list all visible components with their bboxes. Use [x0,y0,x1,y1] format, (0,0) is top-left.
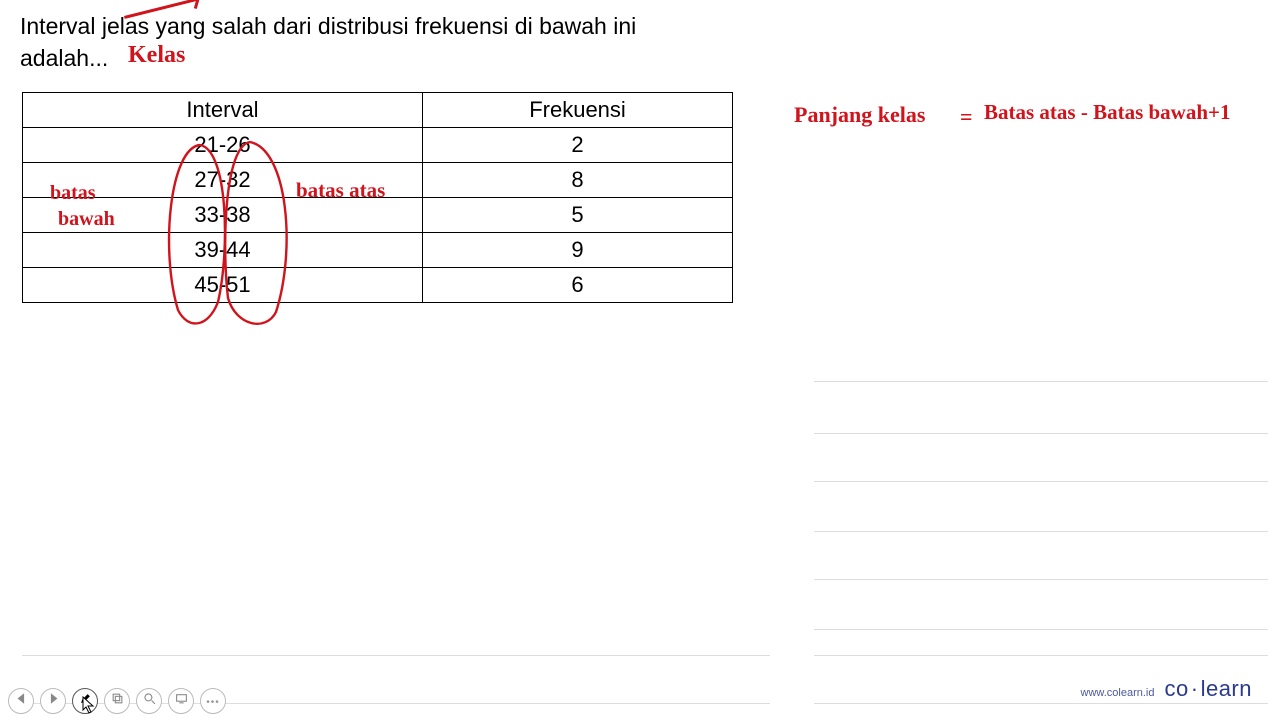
table-row: 27-328 [23,163,733,198]
screen-icon [175,692,188,710]
copy-button[interactable] [104,688,130,714]
zoom-button[interactable] [136,688,162,714]
table-row: 45-516 [23,268,733,303]
screen-button[interactable] [168,688,194,714]
cell-freq: 9 [423,233,733,268]
brand-url: www.colearn.id [1081,687,1155,699]
copy-icon [111,692,124,710]
rule-line [814,381,1268,382]
toolbar: ••• [8,688,226,714]
branding: www.colearn.id co·learn [1081,676,1252,702]
cell-freq: 6 [423,268,733,303]
cell-interval: 21-26 [23,128,423,163]
header-frekuensi: Frekuensi [423,93,733,128]
table-row: 39-449 [23,233,733,268]
cell-interval: 27-32 [23,163,423,198]
brand-logo: co·learn [1165,676,1253,702]
question-part-2: yang salah dari distribusi frekuensi di … [149,13,636,39]
triangle-right-icon [47,692,60,710]
annotation-formula-rhs: Batas atas - Batas bawah+1 [984,100,1231,125]
triangle-left-icon [15,692,28,710]
question-part-1: Interval [20,13,102,39]
header-interval: Interval [23,93,423,128]
annotation-formula-lhs: Panjang kelas [794,102,925,128]
search-icon [143,692,156,710]
rule-line [22,655,770,656]
cell-freq: 5 [423,198,733,233]
table-body: 21-262 27-328 33-385 39-449 45-516 [23,128,733,303]
next-button[interactable] [40,688,66,714]
more-button[interactable]: ••• [200,688,226,714]
cell-freq: 8 [423,163,733,198]
rule-line [814,433,1268,434]
cell-freq: 2 [423,128,733,163]
table-header-row: Interval Frekuensi [23,93,733,128]
pen-icon [79,692,92,710]
brand-logo-dot: · [1189,676,1201,701]
rule-line [814,655,1268,656]
rule-line [814,629,1268,630]
prev-button[interactable] [8,688,34,714]
page: Interval jelas yang salah dari distribus… [0,0,1280,720]
table-row: 21-262 [23,128,733,163]
brand-logo-a: co [1165,676,1189,701]
rule-line [814,703,1268,704]
cell-interval: 45-51 [23,268,423,303]
question-line-2: adalah... [20,45,108,71]
rule-line [814,531,1268,532]
cell-interval: 39-44 [23,233,423,268]
question-text: Interval jelas yang salah dari distribus… [20,10,1260,74]
dots-icon: ••• [206,692,220,710]
frequency-table: Interval Frekuensi 21-262 27-328 33-385 … [22,92,733,303]
annotation-formula-eq: = [960,104,973,130]
rule-line [814,579,1268,580]
rule-line [814,481,1268,482]
brand-logo-b: learn [1201,676,1252,701]
cell-interval: 33-38 [23,198,423,233]
table-row: 33-385 [23,198,733,233]
pen-button[interactable] [72,688,98,714]
